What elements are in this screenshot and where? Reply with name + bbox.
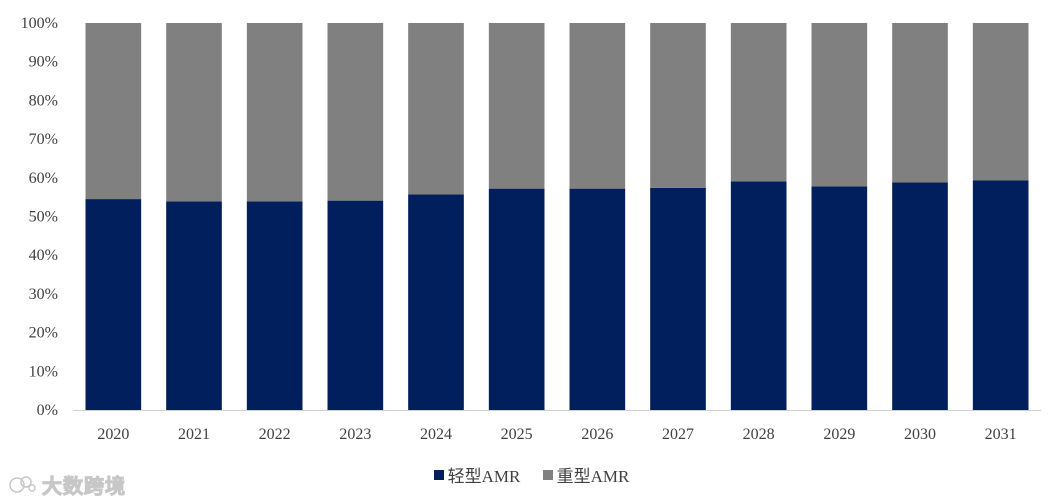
bar-light-amr-2028 (730, 181, 787, 410)
x-tick-label: 2030 (904, 426, 936, 443)
bar-light-amr-2020 (85, 199, 142, 410)
x-tick-label: 2026 (581, 426, 613, 443)
bar-light-amr-2026 (569, 188, 626, 410)
watermark: 大数跨境 (8, 470, 126, 499)
bar-heavy-amr-2031 (972, 23, 1029, 181)
y-tick-label: 60% (29, 170, 58, 187)
y-tick-label: 80% (29, 92, 58, 109)
bar-heavy-amr-2023 (327, 23, 384, 201)
bar-heavy-amr-2027 (650, 23, 706, 188)
x-tick-label: 2024 (420, 426, 452, 443)
legend: 轻型AMR 重型AMR (0, 462, 1063, 487)
bar-heavy-amr-2024 (408, 23, 464, 195)
bar-light-amr-2022 (246, 201, 303, 410)
bar-heavy-amr-2025 (488, 23, 545, 189)
y-tick-label: 100% (21, 15, 58, 32)
bar-heavy-amr-2026 (569, 23, 626, 189)
bar-light-amr-2031 (972, 180, 1029, 410)
legend-item-heavy-amr: 重型AMR (542, 462, 630, 487)
x-tick-label: 2020 (97, 426, 129, 443)
y-tick-label: 70% (29, 131, 58, 148)
bar-heavy-amr-2028 (730, 23, 787, 182)
bar-light-amr-2025 (488, 188, 545, 410)
y-tick-label: 90% (29, 54, 58, 71)
legend-item-light-amr: 轻型AMR (433, 462, 521, 487)
bar-light-amr-2023 (327, 200, 384, 410)
x-tick-label: 2025 (501, 426, 533, 443)
y-tick-label: 50% (29, 209, 58, 226)
y-tick-label: 40% (29, 247, 58, 264)
x-tick-label: 2031 (985, 426, 1017, 443)
bar-light-amr-2029 (811, 186, 868, 410)
x-tick-label: 2027 (662, 426, 694, 443)
y-tick-label: 10% (29, 363, 58, 380)
bar-heavy-amr-2030 (892, 23, 948, 183)
legend-label-light-amr: 轻型AMR (447, 467, 521, 486)
y-tick-label: 30% (29, 286, 58, 303)
y-tick-label: 20% (29, 325, 58, 342)
bar-heavy-amr-2021 (166, 23, 222, 202)
legend-swatch-heavy-amr (542, 469, 553, 480)
bar-light-amr-2027 (650, 187, 706, 410)
bar-heavy-amr-2020 (85, 23, 142, 200)
bar-light-amr-2024 (408, 194, 464, 410)
y-tick-label: 0% (37, 402, 58, 419)
x-tick-label: 2023 (339, 426, 371, 443)
x-tick-label: 2022 (259, 426, 291, 443)
watermark-logo-icon (9, 475, 36, 493)
x-tick-label: 2028 (743, 426, 775, 443)
x-tick-label: 2021 (178, 426, 210, 443)
legend-swatch-light-amr (433, 469, 444, 480)
bar-heavy-amr-2029 (811, 23, 868, 187)
bar-heavy-amr-2022 (246, 23, 303, 202)
bar-light-amr-2021 (166, 201, 222, 410)
bar-light-amr-2030 (892, 182, 948, 410)
x-tick-label: 2029 (823, 426, 855, 443)
legend-label-heavy-amr: 重型AMR (556, 467, 630, 486)
watermark-text: 大数跨境 (42, 474, 126, 499)
